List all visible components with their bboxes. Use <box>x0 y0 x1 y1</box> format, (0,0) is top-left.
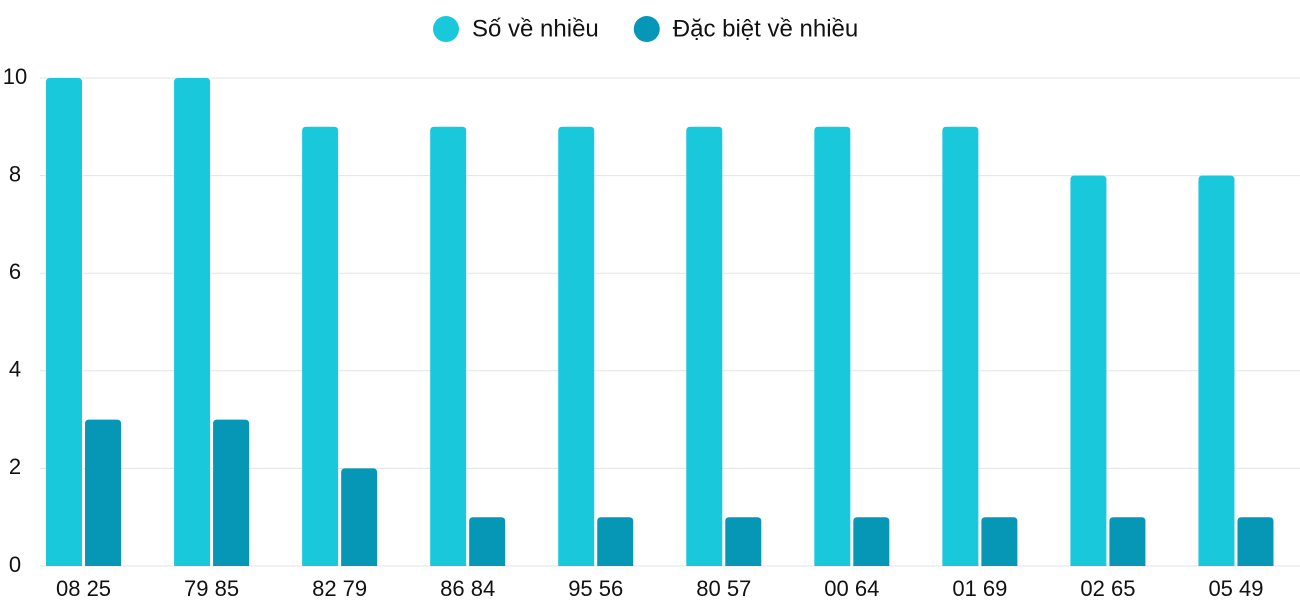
x-tick-label: 80 57 <box>696 576 751 600</box>
bar <box>174 78 211 566</box>
bar <box>814 126 851 567</box>
bar <box>942 126 979 567</box>
bar <box>469 517 506 566</box>
bar <box>46 78 83 566</box>
x-tick-label: 95 56 <box>568 576 623 600</box>
y-tick-label: 0 <box>9 552 21 577</box>
x-tick-label: 02 65 <box>1080 576 1135 600</box>
y-tick-label: 6 <box>9 259 21 284</box>
x-tick-label: 82 79 <box>312 576 367 600</box>
x-tick-label: 86 84 <box>440 576 495 600</box>
legend-label: Số về nhiều <box>472 15 599 42</box>
bar <box>725 517 762 566</box>
bar <box>341 468 378 566</box>
y-tick-label: 8 <box>9 161 21 186</box>
y-tick-label: 10 <box>3 64 27 89</box>
bar <box>85 419 122 566</box>
bar <box>213 419 250 566</box>
bar <box>853 517 890 566</box>
y-tick-label: 4 <box>9 357 21 382</box>
bar <box>1070 175 1107 566</box>
bar <box>430 126 467 567</box>
x-tick-label: 00 64 <box>824 576 879 600</box>
bar <box>302 126 339 567</box>
bar <box>597 517 634 566</box>
bar <box>1109 517 1146 566</box>
y-tick-label: 2 <box>9 454 21 479</box>
bar <box>686 126 723 567</box>
legend-marker <box>633 16 660 42</box>
bar <box>1198 175 1235 566</box>
legend-label: Đặc biệt về nhiều <box>673 15 858 42</box>
x-tick-label: 08 25 <box>56 576 111 600</box>
x-tick-label: 05 49 <box>1208 576 1263 600</box>
x-tick-label: 79 85 <box>184 576 239 600</box>
x-tick-label: 01 69 <box>952 576 1007 600</box>
legend-marker <box>433 16 459 42</box>
bar <box>1237 517 1274 566</box>
bar <box>981 517 1018 566</box>
bar <box>558 126 595 567</box>
